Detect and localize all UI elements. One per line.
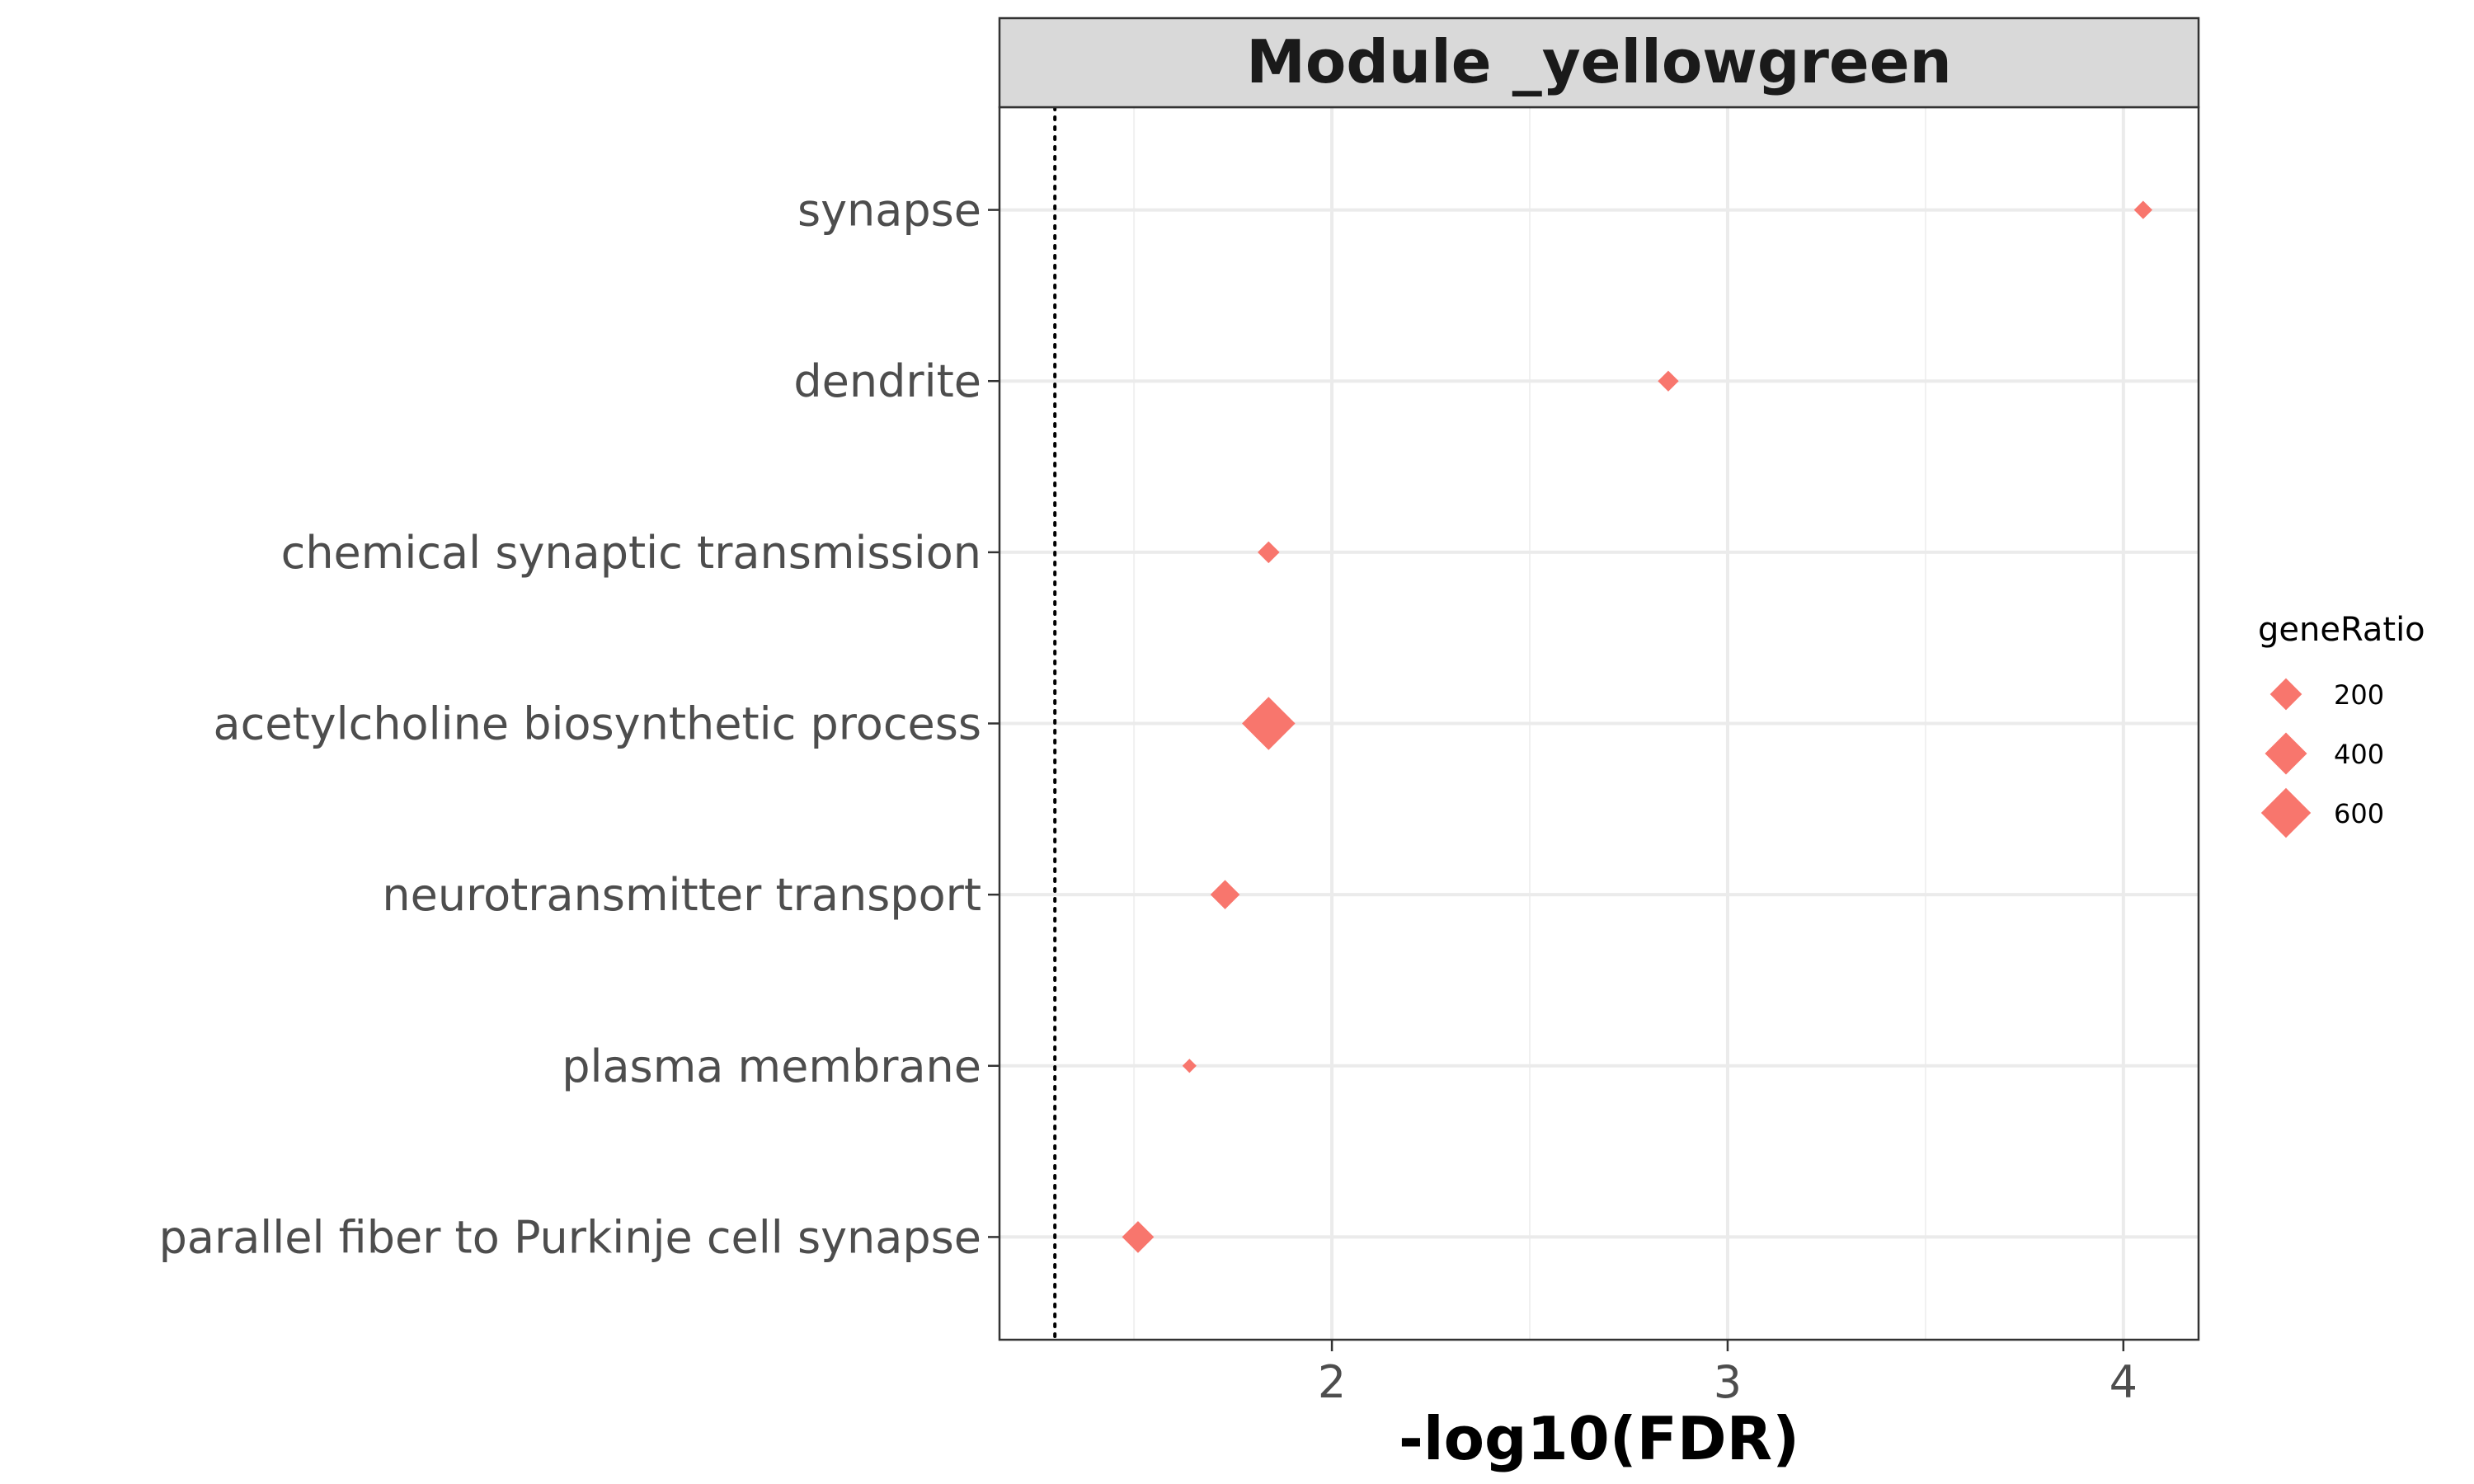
legend: geneRatio 200 400 600 bbox=[2258, 611, 2425, 838]
x-axis-title: -log10(FDR) bbox=[1399, 1404, 1799, 1473]
strip-background bbox=[998, 16, 2200, 109]
data-point bbox=[1210, 880, 1240, 909]
y-tick-label: neurotransmitter transport bbox=[382, 869, 981, 921]
y-tick-label: acetylcholine biosynthetic process bbox=[214, 698, 982, 750]
data-points bbox=[1122, 200, 2152, 1253]
y-tick-label: parallel fiber to Purkinje cell synapse bbox=[159, 1211, 981, 1263]
legend-key bbox=[2265, 732, 2307, 775]
data-point bbox=[1658, 370, 1679, 392]
grid-lines bbox=[999, 107, 2199, 1340]
data-point bbox=[1122, 1221, 1155, 1253]
legend-key bbox=[2269, 678, 2302, 711]
data-point bbox=[1258, 541, 1280, 564]
data-point bbox=[1182, 1059, 1197, 1073]
legend-label: 600 bbox=[2334, 798, 2384, 829]
legend-label: 200 bbox=[2334, 679, 2384, 711]
y-tick-label: synapse bbox=[797, 185, 981, 237]
x-axis: 2 3 4 bbox=[1318, 1340, 2138, 1408]
legend-title: geneRatio bbox=[2258, 611, 2425, 649]
x-tick-label: 4 bbox=[2109, 1356, 2138, 1408]
legend-key bbox=[2260, 787, 2312, 838]
x-tick-label: 2 bbox=[1318, 1356, 1346, 1408]
y-tick-label: dendrite bbox=[793, 355, 981, 407]
data-point bbox=[1242, 697, 1296, 750]
x-tick-label: 3 bbox=[1714, 1356, 1742, 1408]
y-axis: synapse dendrite chemical synaptic transmi… bbox=[159, 185, 999, 1263]
data-point bbox=[2133, 200, 2152, 219]
y-tick-label: chemical synaptic transmission bbox=[281, 527, 981, 579]
chart-title: Module _yellowgreen bbox=[1246, 27, 1952, 96]
legend-label: 400 bbox=[2334, 739, 2384, 770]
y-tick-label: plasma membrane bbox=[562, 1040, 981, 1092]
